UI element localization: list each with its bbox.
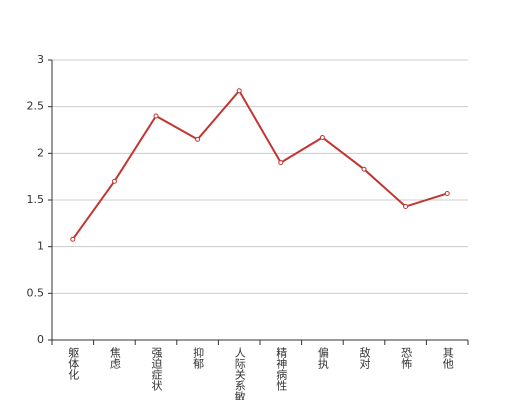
y-tick-label: 1 — [37, 240, 44, 253]
x-tick-label: 人际关系敏感 — [233, 347, 247, 400]
y-tick-label: 2.5 — [27, 100, 45, 113]
x-tick-label: 其他 — [441, 347, 455, 369]
point — [236, 88, 242, 94]
x-tick-label: 抑郁 — [191, 347, 205, 369]
point — [195, 136, 201, 142]
point — [278, 160, 284, 166]
y-tick-label: 3 — [37, 53, 44, 66]
point — [111, 178, 117, 184]
y-tick-label: 0 — [37, 333, 44, 346]
point — [444, 190, 450, 196]
x-tick-label: 强迫症状 — [150, 347, 163, 391]
x-tick-label: 焦虑 — [108, 347, 122, 369]
line — [71, 89, 448, 240]
point — [70, 236, 76, 242]
x-tick-label: 恐怖 — [399, 347, 413, 369]
point — [403, 204, 409, 210]
x-tick-label: 偏执 — [316, 347, 330, 369]
x-tick-label: 精神病性 — [274, 347, 288, 391]
point — [319, 134, 325, 140]
y-tick-label: 1.5 — [27, 193, 45, 206]
y-tick-label: 0.5 — [27, 286, 45, 299]
point — [153, 113, 159, 119]
y-tick-label: 2 — [37, 146, 44, 159]
x-tick-label: 敌对 — [358, 347, 371, 369]
point — [361, 166, 367, 172]
x-tick-label: 躯体化 — [66, 347, 80, 380]
